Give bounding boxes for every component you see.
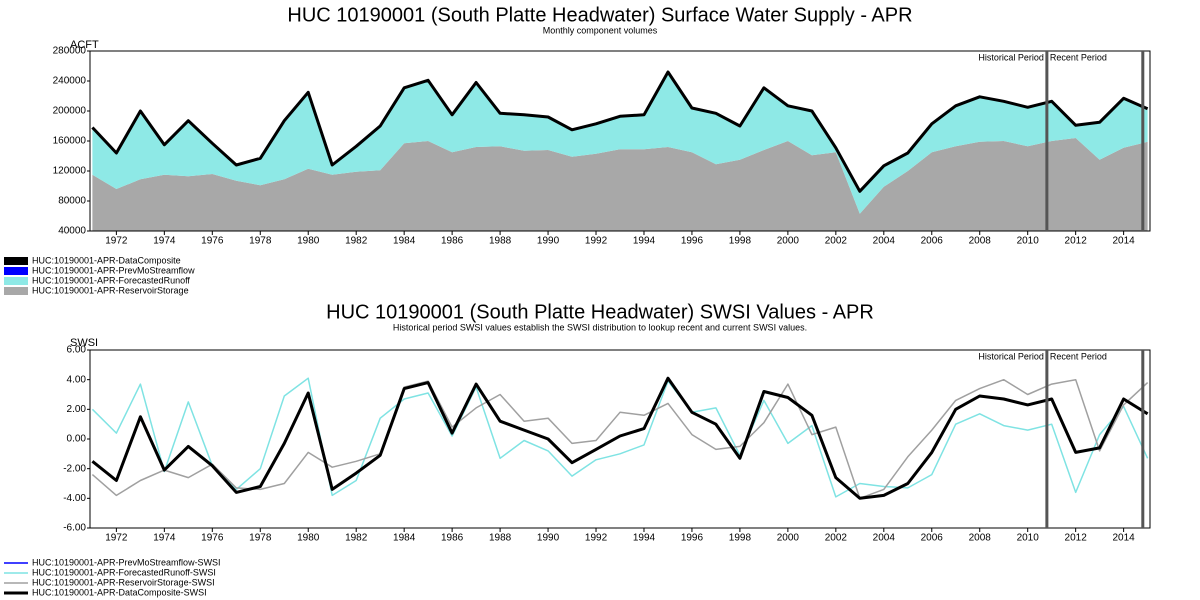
y-tick-label: -6.00: [63, 523, 86, 534]
y-tick-label: 40000: [58, 226, 86, 237]
x-tick-label: 1980: [297, 533, 320, 544]
x-tick-label: 2006: [921, 533, 944, 544]
x-tick-label: 2000: [777, 533, 800, 544]
period-label: Historical Period: [978, 351, 1044, 361]
x-tick-label: 1982: [345, 533, 368, 544]
y-axis-label: ACFT: [70, 39, 99, 51]
x-tick-label: 1976: [201, 533, 224, 544]
x-tick-label: 2002: [825, 533, 848, 544]
x-tick-label: 2010: [1017, 533, 1040, 544]
x-tick-label: 2012: [1065, 533, 1088, 544]
x-tick-label: 2006: [921, 236, 944, 247]
x-tick-label: 1988: [489, 236, 512, 247]
y-tick-label: 4.00: [67, 374, 87, 385]
x-tick-label: 2004: [873, 533, 896, 544]
series-line: [91, 377, 1149, 498]
x-tick-label: 1990: [537, 236, 560, 247]
x-tick-label: 1976: [201, 236, 224, 247]
x-tick-label: 1992: [585, 533, 608, 544]
x-tick-label: 1990: [537, 533, 560, 544]
x-tick-label: 1984: [393, 236, 416, 247]
x-tick-label: 2004: [873, 236, 896, 247]
chart-subtitle: Historical period SWSI values establish …: [393, 322, 807, 332]
series-line: [91, 376, 1149, 500]
series-line: [91, 70, 1149, 193]
x-tick-label: 1972: [105, 236, 128, 247]
x-tick-label: 2002: [825, 236, 848, 247]
x-tick-label: 1974: [153, 236, 176, 247]
x-tick-label: 1978: [249, 533, 272, 544]
x-tick-label: 1994: [633, 236, 656, 247]
chart-title: HUC 10190001 (South Platte Headwater) SW…: [326, 301, 874, 323]
y-tick-label: 200000: [53, 106, 87, 117]
y-tick-label: 6.00: [67, 345, 87, 356]
y-tick-label: -4.00: [63, 493, 86, 504]
x-tick-label: 1986: [441, 533, 464, 544]
x-tick-label: 2014: [1112, 533, 1135, 544]
y-tick-label: 120000: [53, 166, 87, 177]
legend-swatch: [4, 257, 28, 265]
x-tick-label: 1992: [585, 236, 608, 247]
y-tick-label: 240000: [53, 76, 87, 87]
y-axis-label: SWSI: [70, 337, 98, 349]
x-tick-label: 1972: [105, 533, 128, 544]
x-tick-label: 1996: [681, 533, 704, 544]
legend-label: HUC:10190001-APR-PrevMoStreamflow: [32, 265, 195, 275]
period-label: Recent Period: [1050, 351, 1107, 361]
series-area: [92, 72, 1148, 214]
y-tick-label: 280000: [53, 46, 87, 57]
chart-subtitle: Monthly component volumes: [543, 25, 658, 35]
x-tick-label: 2010: [1017, 236, 1040, 247]
x-tick-label: 2000: [777, 236, 800, 247]
legend-label: HUC:10190001-APR-ForecastedRunoff: [32, 275, 190, 285]
x-tick-label: 1974: [153, 533, 176, 544]
x-tick-label: 2014: [1112, 236, 1135, 247]
x-tick-label: 2008: [969, 533, 992, 544]
x-tick-label: 1998: [729, 533, 752, 544]
legend-label: HUC:10190001-APR-DataComposite: [32, 255, 181, 265]
x-tick-label: 1984: [393, 533, 416, 544]
legend-label: HUC:10190001-APR-PrevMoStreamflow-SWSI: [32, 557, 221, 567]
legend-label: HUC:10190001-APR-ReservoirStorage: [32, 285, 189, 295]
x-tick-label: 1998: [729, 236, 752, 247]
plot-area: [90, 350, 1150, 528]
legend-swatch: [4, 267, 28, 275]
legend-label: HUC:10190001-APR-DataComposite-SWSI: [32, 587, 207, 597]
x-tick-label: 1986: [441, 236, 464, 247]
y-tick-label: 2.00: [67, 404, 87, 415]
plot-frame: [89, 50, 1151, 232]
legend-swatch: [4, 287, 28, 295]
y-tick-label: 0.00: [67, 434, 87, 445]
legend-swatch: [4, 277, 28, 285]
plot-frame: [89, 349, 1151, 529]
series-area: [92, 138, 1148, 231]
period-label: Recent Period: [1050, 52, 1107, 62]
legend-label: HUC:10190001-APR-ForecastedRunoff-SWSI: [32, 567, 216, 577]
y-tick-label: -2.00: [63, 463, 86, 474]
x-tick-label: 1980: [297, 236, 320, 247]
legend-label: HUC:10190001-APR-ReservoirStorage-SWSI: [32, 577, 215, 587]
x-tick-label: 1982: [345, 236, 368, 247]
x-tick-label: 1996: [681, 236, 704, 247]
x-tick-label: 1994: [633, 533, 656, 544]
y-tick-label: 160000: [53, 136, 87, 147]
x-tick-label: 1988: [489, 533, 512, 544]
period-label: Historical Period: [978, 52, 1044, 62]
series-line: [91, 378, 1149, 500]
y-tick-label: 80000: [58, 196, 86, 207]
x-tick-label: 2012: [1065, 236, 1088, 247]
chart-title: HUC 10190001 (South Platte Headwater) Su…: [287, 4, 912, 26]
x-tick-label: 2008: [969, 236, 992, 247]
x-tick-label: 1978: [249, 236, 272, 247]
